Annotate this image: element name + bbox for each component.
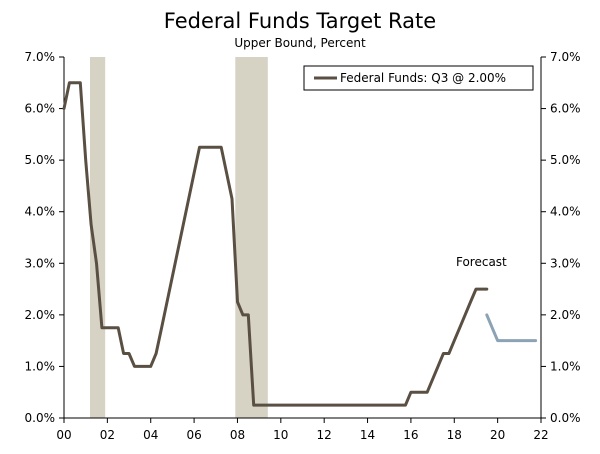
x-tick-label-9: 18 — [447, 428, 462, 442]
y-tick-label-right-0: 0.0% — [550, 411, 581, 425]
recession-bands — [90, 57, 268, 418]
x-tick-label-2: 04 — [143, 428, 158, 442]
y-tick-label-left-6: 6.0% — [25, 102, 56, 116]
chart-title: Federal Funds Target Rate — [164, 9, 436, 33]
y-tick-label-right-6: 6.0% — [550, 102, 581, 116]
series-line-0 — [62, 81, 489, 407]
y-tick-label-left-5: 5.0% — [25, 153, 56, 167]
x-tick-label-11: 22 — [533, 428, 548, 442]
chart-subtitle: Upper Bound, Percent — [234, 36, 366, 50]
x-tick-label-8: 16 — [403, 428, 418, 442]
x-tick-label-6: 12 — [317, 428, 332, 442]
axes: 0.0% 0.0% 1.0% 1.0% 2.0% 2.0% 3.0% 3.0% 4.0% 4.0%… — [25, 50, 581, 442]
y-tick-label-left-2: 2.0% — [25, 308, 56, 322]
y-tick-label-right-3: 3.0% — [550, 256, 581, 270]
y-tick-label-left-7: 7.0% — [25, 50, 56, 64]
x-tick-label-7: 14 — [360, 428, 375, 442]
legend-label: Federal Funds: Q3 @ 2.00% — [340, 71, 506, 85]
x-tick-label-5: 10 — [273, 428, 288, 442]
y-tick-label-right-2: 2.0% — [550, 308, 581, 322]
y-tick-label-right-1: 1.0% — [550, 359, 581, 373]
legend-box — [303, 65, 534, 91]
y-tick-label-left-4: 4.0% — [25, 205, 56, 219]
x-tick-label-3: 06 — [186, 428, 201, 442]
y-tick-label-right-7: 7.0% — [550, 50, 581, 64]
y-tick-label-right-5: 5.0% — [550, 153, 581, 167]
annotation-0: Forecast — [456, 255, 507, 269]
annotations: Forecast — [456, 255, 507, 269]
x-tick-label-1: 02 — [100, 428, 115, 442]
x-tick-label-0: 00 — [56, 428, 71, 442]
x-tick-label-10: 20 — [490, 428, 505, 442]
x-tick-label-4: 08 — [230, 428, 245, 442]
y-tick-label-left-3: 3.0% — [25, 256, 56, 270]
y-tick-label-right-4: 4.0% — [550, 205, 581, 219]
y-tick-label-left-0: 0.0% — [25, 411, 56, 425]
y-tick-label-left-1: 1.0% — [25, 359, 56, 373]
legend: Federal Funds: Q3 @ 2.00% — [303, 65, 534, 91]
series-lines — [62, 81, 538, 407]
series-line-1 — [485, 313, 538, 343]
